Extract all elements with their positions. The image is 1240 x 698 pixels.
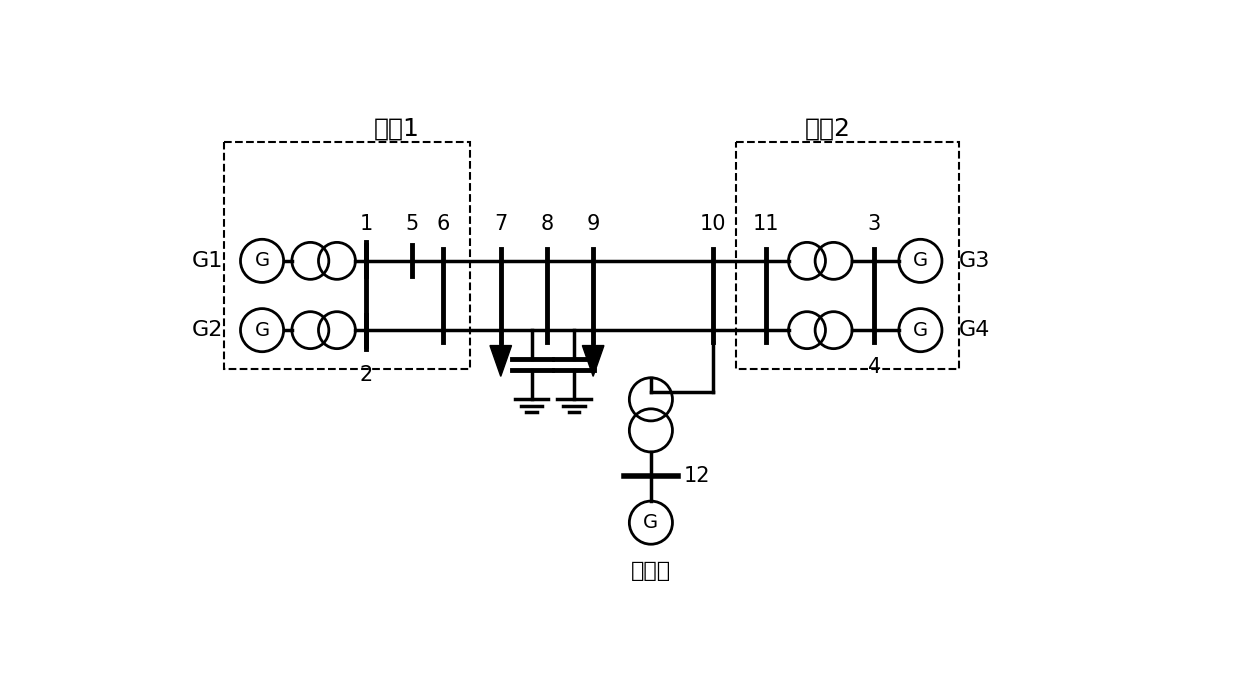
Text: 10: 10 — [699, 214, 725, 234]
Text: 区块2: 区块2 — [805, 117, 851, 140]
Text: 1: 1 — [360, 214, 373, 234]
Text: 12: 12 — [683, 466, 709, 487]
Text: 11: 11 — [753, 214, 780, 234]
Text: G3: G3 — [959, 251, 991, 271]
Text: 区块1: 区块1 — [374, 117, 419, 140]
Text: G2: G2 — [192, 320, 223, 340]
Text: G: G — [254, 320, 269, 340]
Text: 风电场: 风电场 — [631, 561, 671, 581]
Text: G: G — [254, 251, 269, 270]
Text: G: G — [644, 513, 658, 532]
Bar — [735, 142, 959, 369]
Text: 7: 7 — [494, 214, 507, 234]
Text: 9: 9 — [587, 214, 600, 234]
Text: G1: G1 — [192, 251, 223, 271]
Text: G: G — [913, 251, 928, 270]
Polygon shape — [490, 346, 512, 376]
Text: G4: G4 — [959, 320, 991, 340]
Text: 6: 6 — [436, 214, 450, 234]
Text: 2: 2 — [360, 365, 373, 385]
Polygon shape — [583, 346, 604, 376]
Text: 4: 4 — [868, 357, 880, 377]
Text: 5: 5 — [405, 214, 419, 234]
Text: 8: 8 — [541, 214, 553, 234]
Text: 3: 3 — [868, 214, 880, 234]
Text: G: G — [913, 320, 928, 340]
Bar — [223, 142, 470, 369]
